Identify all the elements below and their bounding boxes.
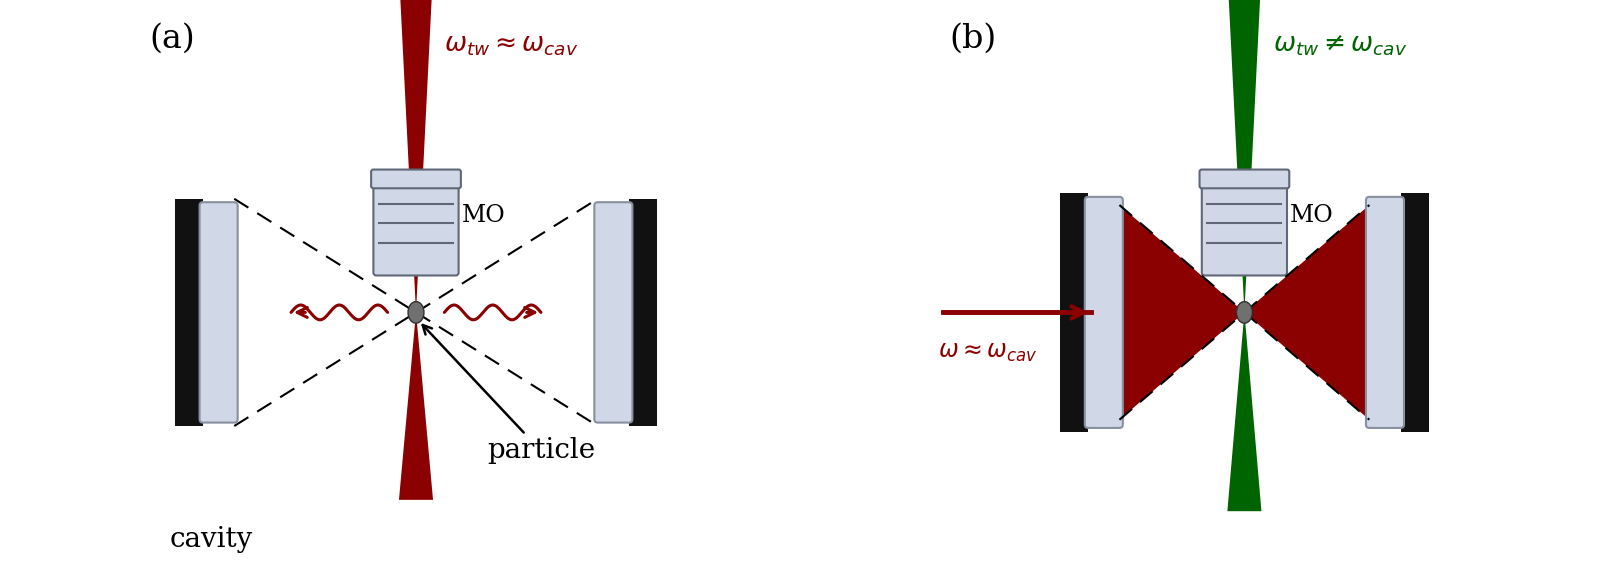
FancyBboxPatch shape xyxy=(1200,169,1290,188)
Polygon shape xyxy=(1245,205,1370,420)
Polygon shape xyxy=(1229,0,1261,312)
Text: MO: MO xyxy=(461,204,506,227)
Text: $\omega_{tw} \approx \omega_{cav}$: $\omega_{tw} \approx \omega_{cav}$ xyxy=(445,33,579,58)
Bar xyxy=(174,199,203,426)
Text: (b): (b) xyxy=(949,23,997,55)
Bar xyxy=(629,199,658,426)
Text: $\omega \approx \omega_{cav}$: $\omega \approx \omega_{cav}$ xyxy=(938,341,1037,364)
Text: cavity: cavity xyxy=(170,526,253,553)
FancyBboxPatch shape xyxy=(200,202,238,423)
Polygon shape xyxy=(1227,312,1261,511)
FancyBboxPatch shape xyxy=(1366,197,1405,428)
Text: $\omega_{tw} \neq \omega_{cav}$: $\omega_{tw} \neq \omega_{cav}$ xyxy=(1274,33,1406,58)
Bar xyxy=(1059,193,1088,432)
Polygon shape xyxy=(1120,205,1245,420)
FancyBboxPatch shape xyxy=(594,202,632,423)
FancyBboxPatch shape xyxy=(1085,197,1123,428)
Polygon shape xyxy=(400,0,432,312)
Text: particle: particle xyxy=(422,325,595,465)
Text: (a): (a) xyxy=(149,23,195,55)
Polygon shape xyxy=(398,312,434,500)
Ellipse shape xyxy=(408,302,424,323)
FancyBboxPatch shape xyxy=(373,179,459,275)
Ellipse shape xyxy=(1237,302,1253,323)
Text: MO: MO xyxy=(1290,204,1333,227)
FancyBboxPatch shape xyxy=(371,169,461,188)
Bar xyxy=(1400,193,1429,432)
FancyBboxPatch shape xyxy=(1202,179,1286,275)
